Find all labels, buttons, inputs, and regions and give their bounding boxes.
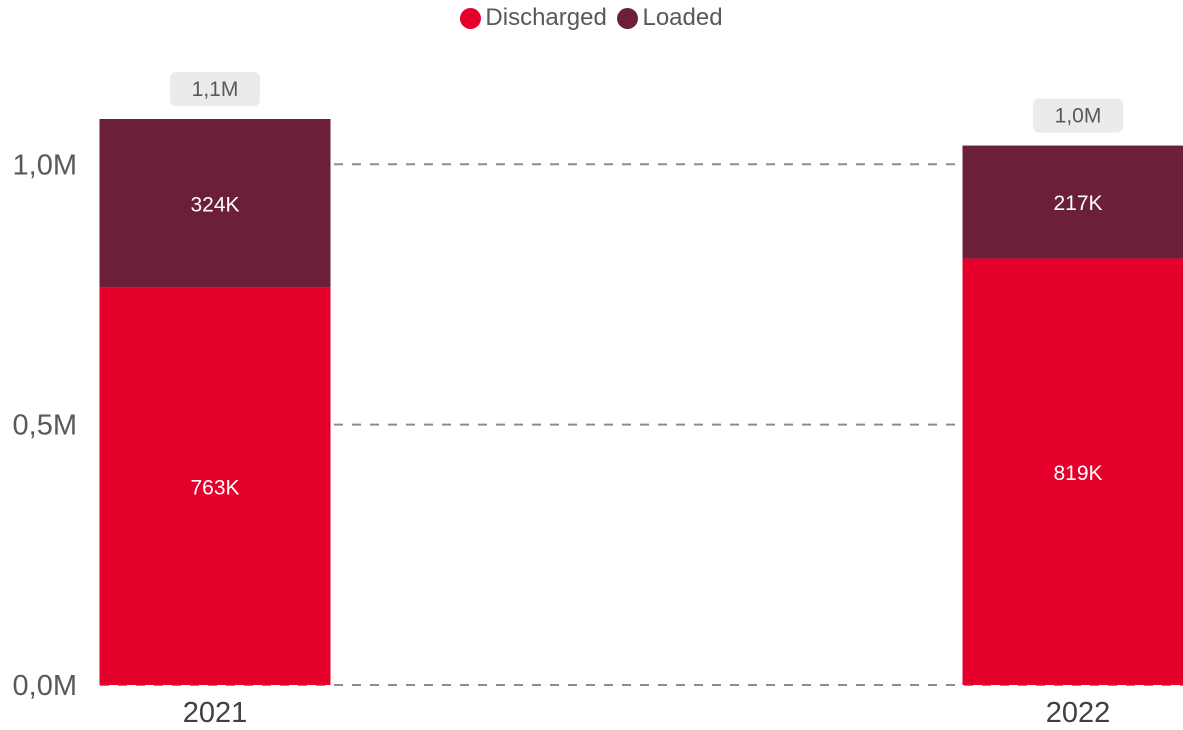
- bar-loaded-2022: [962, 145, 1183, 259]
- legend-item-loaded[interactable]: Loaded: [617, 4, 723, 32]
- bar-discharged-2022: [962, 258, 1183, 685]
- chart-legend: Discharged Loaded: [0, 4, 1183, 36]
- legend-swatch-loaded: [617, 7, 639, 29]
- legend-label-discharged: Discharged: [485, 4, 607, 31]
- total-badge-2022: [1033, 98, 1123, 133]
- data-label-discharged-2022: 819K: [1053, 462, 1102, 485]
- x-tick-label-2021: 2021: [183, 697, 248, 729]
- legend-label-loaded: Loaded: [642, 4, 723, 31]
- y-tick-label-2: 1,0M: [13, 149, 77, 181]
- bar-loaded-2021: [99, 119, 331, 288]
- total-badge-2021: [170, 72, 260, 106]
- x-tick-label-2022: 2022: [1046, 697, 1111, 729]
- bar-discharged-2021: [99, 287, 331, 685]
- data-label-loaded-2022: 217K: [1053, 192, 1102, 215]
- data-label-loaded-2021: 324K: [190, 193, 239, 216]
- y-tick-label-0: 0,0M: [13, 670, 77, 702]
- legend-item-discharged[interactable]: Discharged: [460, 4, 607, 32]
- total-label-2021: 1,1M: [192, 78, 239, 101]
- data-label-discharged-2021: 763K: [190, 476, 239, 499]
- total-label-2022: 1,0M: [1055, 105, 1102, 128]
- legend-swatch-discharged: [460, 7, 482, 29]
- y-tick-label-1: 0,5M: [13, 410, 77, 442]
